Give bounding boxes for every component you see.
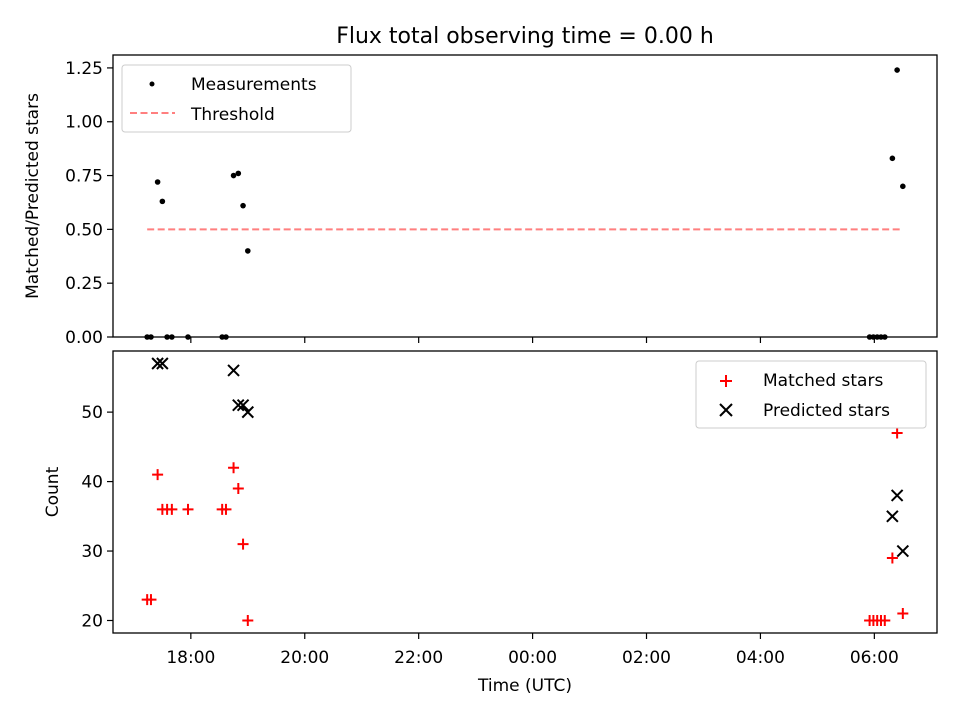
legend-measurements-label: Measurements [191,75,317,95]
predicted-star-point [896,544,910,558]
matched-star-point [879,614,891,626]
bottom-marks [141,357,910,626]
predicted-star-point [241,405,255,419]
legend-predicted-label: Predicted stars [763,401,890,421]
predicted-star-point [151,357,164,370]
top-ytick-label: 0.25 [65,274,103,294]
top-marks [144,67,906,340]
matched-star-point [232,483,244,495]
measurement-point [148,334,154,340]
top-legend: Measurements Threshold [121,64,352,133]
bottom-plot-area [112,350,938,634]
matched-star-point [220,503,232,515]
xtick-label: 22:00 [394,648,443,668]
predicted-star-point [227,364,240,377]
top-ytick-label: 1.00 [65,113,103,133]
bottom-y-axis: 20 30 40 50 [81,403,113,631]
measurement-point [881,334,888,340]
top-plot-area [112,54,938,338]
top-panel: 0.00 0.25 0.50 0.75 1.00 1.25 Matched/Predict… [23,54,938,348]
measurement-point [235,170,242,177]
matched-star-point [182,503,194,515]
measurement-point [185,334,191,340]
top-legend-frame [121,64,352,133]
top-y-axis-label: Matched/Predicted stars [23,93,43,299]
measurement-point [223,334,229,340]
x-axis-label: Time (UTC) [477,676,572,696]
bottom-panel: 20 30 40 50 18:00 20:00 22:00 00:00 02:00 04:00 0… [43,350,938,696]
matched-star-point [891,427,903,439]
measurement-point [154,179,161,185]
bottom-y-axis-label: Count [43,466,63,517]
matched-star-point [242,614,254,626]
predicted-star-point [886,510,899,523]
matched-star-point [228,462,240,474]
xtick-label: 06:00 [850,648,899,668]
predicted-star-point [232,398,245,412]
xtick-label: 02:00 [622,648,671,668]
matched-star-point [152,469,164,481]
matched-star-point [897,608,909,620]
top-ytick-label: 0.00 [65,328,103,348]
bottom-x-axis: 18:00 20:00 22:00 00:00 02:00 04:00 06:00 [166,633,899,668]
measurement-point [230,172,237,179]
measurement-point [900,183,906,190]
measurement-point [164,334,170,340]
legend-matched-label: Matched stars [763,371,883,391]
predicted-star-point [890,489,904,502]
measurement-point [240,202,246,209]
bottom-legend: Matched stars Predicted stars [695,360,927,429]
legend-measurements-marker [149,81,155,87]
legend-threshold-label: Threshold [190,105,275,125]
bottom-ytick-label: 30 [81,542,103,562]
legend-predicted-marker [719,403,733,417]
xtick-label: 00:00 [508,648,557,668]
matched-star-point [145,594,157,606]
xtick-label: 18:00 [166,648,215,668]
bottom-ytick-label: 40 [81,473,103,493]
top-ytick-label: 0.75 [65,167,103,187]
xtick-label: 04:00 [736,648,785,668]
measurement-point [889,155,896,162]
bottom-ytick-label: 20 [81,611,103,631]
bottom-legend-frame [695,360,927,429]
measurement-point [159,198,166,205]
matched-star-point [886,552,898,564]
matched-star-point [166,503,178,515]
measurement-point [245,248,251,254]
measurement-point [894,67,900,73]
top-y-axis: 0.00 0.25 0.50 0.75 1.00 1.25 [65,59,113,348]
predicted-star-point [156,357,169,370]
measurement-point [169,334,175,340]
predicted-star-point [236,398,250,412]
chart-title: Flux total observing time = 0.00 h [336,24,714,49]
top-ytick-label: 1.25 [65,59,103,79]
matched-star-point [237,538,249,550]
legend-matched-marker [720,375,732,387]
bottom-ytick-label: 50 [81,403,103,423]
xtick-label: 20:00 [280,648,329,668]
top-ytick-label: 0.50 [65,220,103,240]
